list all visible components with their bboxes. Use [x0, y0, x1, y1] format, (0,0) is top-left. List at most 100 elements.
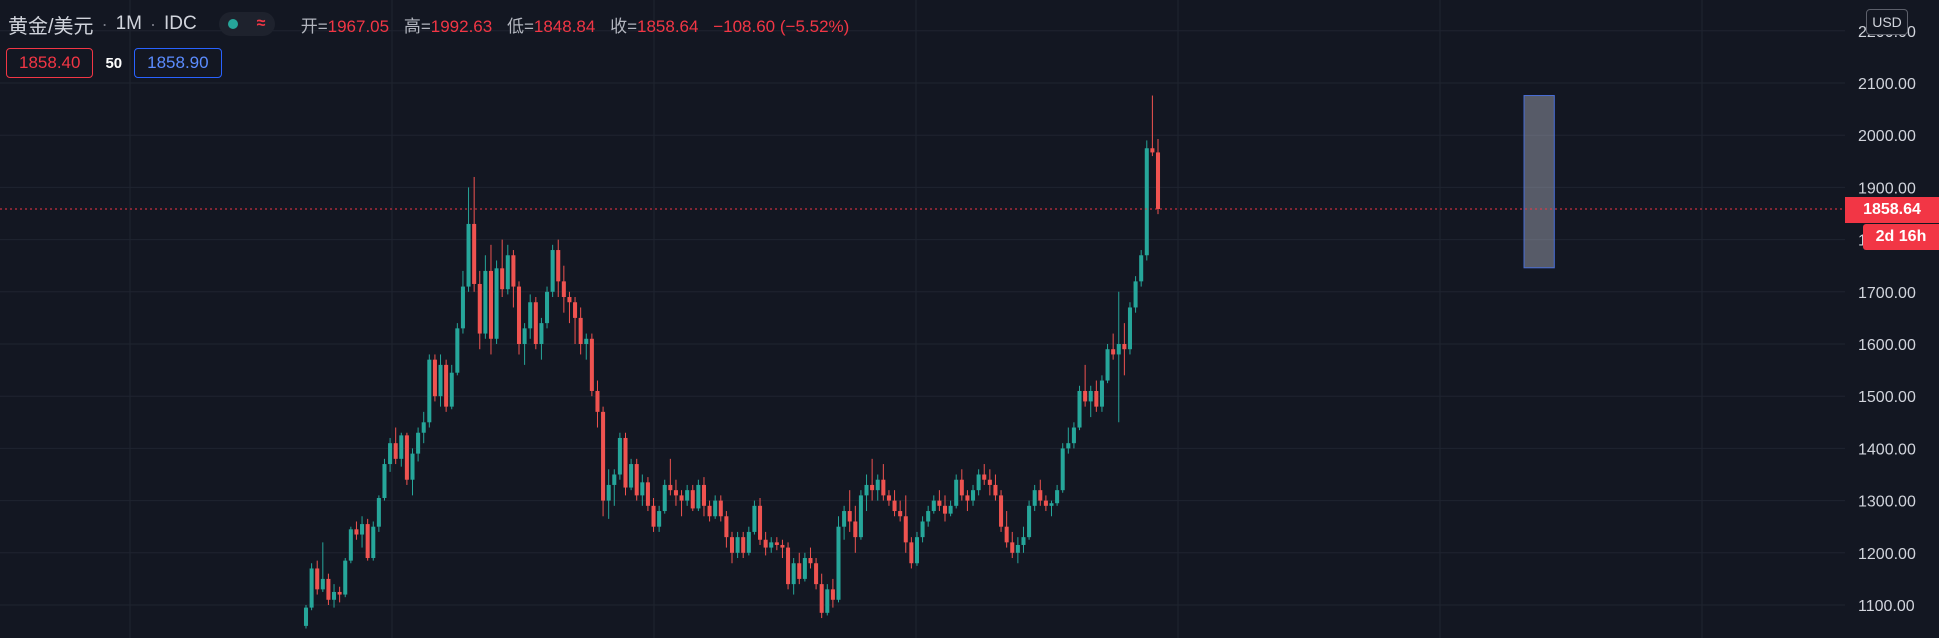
candle	[623, 432, 628, 496]
market-open-dot-icon	[228, 19, 238, 29]
candle	[360, 516, 365, 548]
candle	[752, 500, 757, 535]
candle	[1155, 139, 1161, 215]
candle	[920, 516, 925, 543]
candle	[1105, 344, 1110, 384]
candle	[853, 505, 858, 553]
ohlc-values: 开=1967.05 高=1992.63 低=1848.84 收=1858.64 …	[301, 12, 860, 37]
candle	[500, 239, 505, 298]
highlight-box[interactable]	[1523, 95, 1555, 269]
close-key: 收=	[610, 16, 638, 36]
candle	[477, 270, 482, 350]
candle	[371, 521, 376, 561]
candle	[870, 458, 875, 501]
buy-price-button[interactable]: 1858.90	[134, 48, 222, 78]
candle	[931, 495, 936, 514]
candle	[444, 359, 449, 412]
candle	[455, 323, 460, 376]
candle	[645, 477, 650, 512]
candle	[1127, 302, 1132, 355]
candle	[1116, 291, 1121, 423]
candle	[337, 586, 342, 603]
candle	[326, 573, 331, 605]
candle	[612, 469, 617, 506]
candle	[825, 584, 830, 616]
candle	[651, 497, 656, 532]
currency-button[interactable]: USD	[1866, 9, 1908, 35]
candle	[875, 474, 880, 501]
candle	[460, 270, 465, 334]
symbol-title[interactable]: 黄金/美元	[8, 15, 94, 38]
candle	[802, 552, 807, 582]
candle	[864, 474, 869, 512]
wave-icon: ≈	[256, 15, 266, 32]
candle	[707, 500, 712, 522]
candles	[303, 95, 1161, 629]
candle	[483, 255, 488, 339]
last-price-tag: 1858.64	[1845, 197, 1939, 223]
spread-value: 50	[105, 54, 123, 72]
y-tick-label: 1900.00	[1858, 180, 1916, 197]
candle	[1055, 484, 1060, 506]
interval-label[interactable]: 1M	[115, 13, 142, 34]
candle	[528, 294, 533, 339]
candle	[729, 531, 735, 564]
y-tick-label: 1300.00	[1858, 494, 1916, 511]
candle	[819, 573, 824, 619]
candle	[696, 479, 701, 512]
candle	[746, 526, 751, 556]
y-tick-label: 1600.00	[1858, 337, 1916, 354]
candle	[595, 380, 600, 428]
candle	[948, 500, 953, 517]
low-key: 低=	[506, 16, 534, 36]
candle	[309, 563, 314, 611]
candle	[892, 490, 897, 517]
candle	[1038, 479, 1043, 506]
candle	[769, 537, 774, 553]
candle	[494, 260, 499, 344]
source-label: IDC	[163, 13, 197, 34]
price-axis[interactable]: 1100.00 1200.00 1300.00 1400.00 1500.00 1600.…	[1858, 24, 1916, 615]
candle	[1077, 385, 1082, 431]
candle	[942, 495, 948, 522]
y-tick-label: 1200.00	[1858, 546, 1916, 563]
y-tick-label: 1500.00	[1858, 389, 1916, 406]
high-value: 1992.63	[430, 16, 493, 36]
candle	[1088, 385, 1093, 418]
candle	[1021, 526, 1026, 553]
candle	[1010, 531, 1015, 559]
candle	[1043, 495, 1048, 512]
candle	[903, 495, 908, 553]
candle	[1066, 427, 1071, 454]
separator-dot: ·	[149, 13, 156, 34]
candle	[421, 411, 426, 444]
quote-panel: 1858.40 50 1858.90	[6, 48, 222, 78]
candle	[774, 537, 779, 551]
candle	[987, 469, 992, 496]
candle	[561, 265, 566, 313]
candle	[343, 558, 348, 598]
candle	[959, 469, 964, 501]
candle	[993, 474, 998, 501]
candle	[735, 531, 740, 559]
candle	[847, 490, 852, 532]
candle	[937, 490, 942, 512]
market-status-pill[interactable]: ≈	[218, 12, 275, 36]
candle	[976, 469, 981, 496]
candle	[1083, 364, 1088, 407]
candle	[303, 605, 309, 629]
candle	[1139, 250, 1144, 287]
candle	[780, 539, 785, 559]
candle	[971, 484, 976, 506]
candle	[640, 474, 645, 506]
candle	[382, 458, 387, 501]
candle	[1027, 500, 1032, 540]
candle	[606, 469, 611, 519]
candle	[690, 484, 695, 512]
candle	[982, 464, 987, 485]
candle	[914, 531, 919, 566]
y-tick-label: 2100.00	[1858, 76, 1916, 93]
candle	[830, 578, 835, 608]
sell-price-button[interactable]: 1858.40	[6, 48, 94, 78]
